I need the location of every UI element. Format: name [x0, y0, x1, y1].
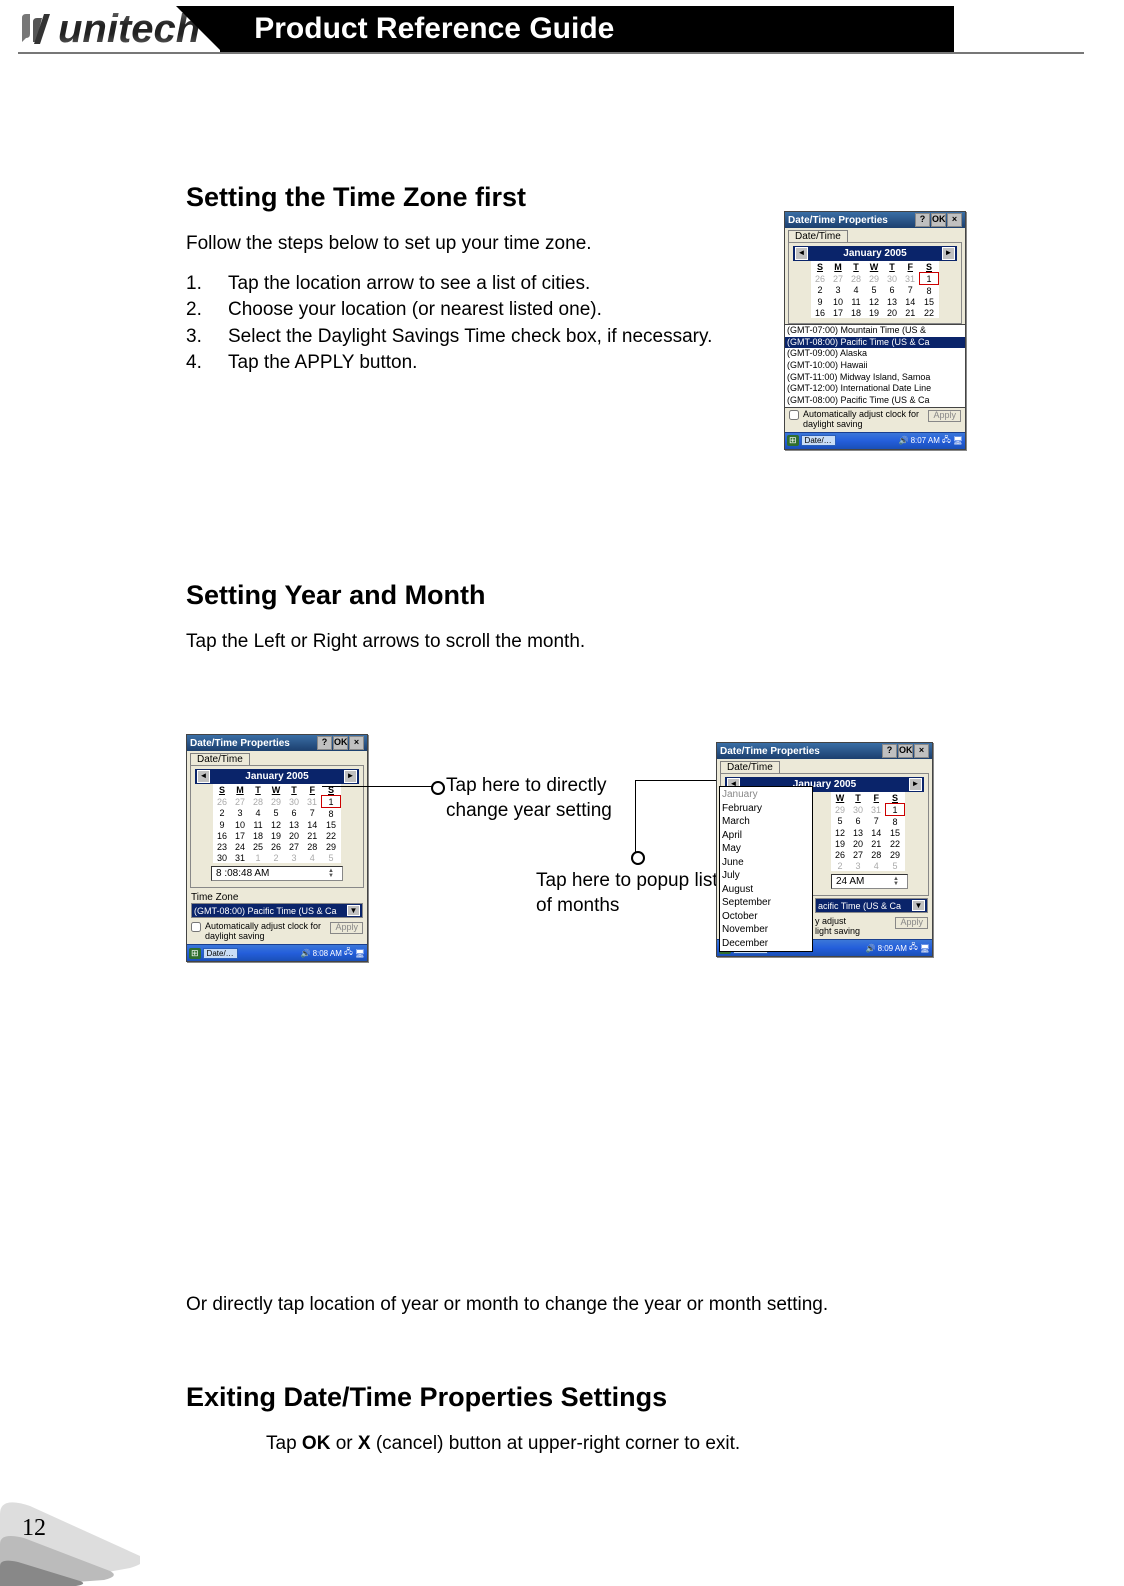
tz-label: Time Zone — [187, 890, 367, 903]
callout-line — [635, 780, 636, 853]
month-popup: January February March April May June Ju… — [719, 786, 813, 952]
callout-month: Tap here to popup list of months — [536, 869, 726, 918]
tab-datetime: Date/Time — [788, 230, 848, 242]
next-month-icon: ► — [942, 247, 955, 260]
figure-datetime-tzlist: Date/Time Properties ? OK × Date/Time ◄ … — [784, 211, 966, 450]
doc-title: Product Reference Guide — [220, 6, 954, 52]
ok-icon: OK — [931, 213, 946, 227]
figure-row: Date/Time Properties ?OK× Date/Time ◄ Ja… — [186, 734, 966, 962]
section3-body: Tap OK or X (cancel) button at upper-rig… — [186, 1431, 966, 1457]
next-month-icon: ► — [344, 770, 357, 783]
header: unitech Product Reference Guide — [0, 0, 1124, 52]
tz-item: (GMT-11:00) Midway Island, Samoa — [785, 372, 965, 384]
close-icon: × — [947, 213, 962, 227]
dst-checkbox — [789, 410, 799, 420]
start-icon: ⊞ — [787, 435, 799, 446]
apply-button: Apply — [928, 410, 961, 422]
marker-dot — [631, 851, 645, 865]
content: Setting the Time Zone first Date/Time Pr… — [0, 52, 1026, 1456]
month-label: January 2005 — [843, 248, 906, 259]
time-value: 8 :08:48 AM — [216, 868, 269, 879]
step: Tap the APPLY button. — [228, 350, 417, 377]
unitech-logo-icon — [18, 12, 52, 46]
tz-item: (GMT-08:00) Pacific Time (US & Ca — [785, 395, 965, 407]
corner-ornament — [0, 1496, 140, 1586]
step: Tap the location arrow to see a list of … — [228, 271, 590, 298]
figure-datetime-b: Date/Time Properties ?OK× Date/Time ◄ Ja… — [186, 734, 368, 962]
section2-outro: Or directly tap location of year or mont… — [186, 1292, 966, 1318]
win-title: Date/Time Properties — [788, 215, 888, 226]
logo: unitech — [18, 7, 200, 52]
calendar-b: SMTWTFS 2627282930311 2345678 9101112131… — [213, 784, 341, 863]
tz-item: (GMT-12:00) International Date Line — [785, 383, 965, 395]
callout-line — [322, 786, 432, 787]
section2-heading: Setting Year and Month — [186, 580, 966, 611]
step: Choose your location (or nearest listed … — [228, 297, 602, 324]
dst-label: Automatically adjust clock for daylight … — [803, 410, 924, 430]
callout-year: Tap here to directly change year setting — [446, 774, 616, 823]
dropdown-icon: ▼ — [347, 905, 360, 916]
section3-heading: Exiting Date/Time Properties Settings — [186, 1382, 966, 1413]
task-item: Date/… — [801, 435, 836, 446]
page-number: 12 — [22, 1515, 46, 1542]
tz-selected: (GMT-08:00) Pacific Time (US & Ca — [194, 906, 337, 916]
calendar-a: SMTWTFS 2627282930311 2345678 9101112131… — [811, 261, 939, 318]
tz-item: (GMT-10:00) Hawaii — [785, 360, 965, 372]
marker-dot — [431, 781, 445, 795]
taskbar: ⊞ Date/… 🔊8:07 AM🖧🖥 — [785, 432, 965, 449]
step: Select the Daylight Savings Time check b… — [228, 324, 712, 351]
section2-intro: Tap the Left or Right arrows to scroll t… — [186, 629, 966, 655]
help-icon: ? — [915, 213, 930, 227]
tz-item: (GMT-09:00) Alaska — [785, 348, 965, 360]
tz-item: (GMT-08:00) Pacific Time (US & Ca — [785, 337, 965, 349]
figure-datetime-c: Date/Time Properties ?OK× Date/Time ◄ Ja… — [716, 742, 933, 957]
prev-month-icon: ◄ — [795, 247, 808, 260]
prev-month-icon: ◄ — [197, 770, 210, 783]
tz-item: (GMT-07:00) Mountain Time (US & — [785, 325, 965, 337]
page: unitech Product Reference Guide Setting … — [0, 0, 1124, 1586]
section1-heading: Setting the Time Zone first — [186, 182, 966, 213]
dst-checkbox — [191, 922, 201, 932]
calendar-c: WTFS 2930311 5678 12131415 19202122 2627… — [831, 792, 905, 871]
